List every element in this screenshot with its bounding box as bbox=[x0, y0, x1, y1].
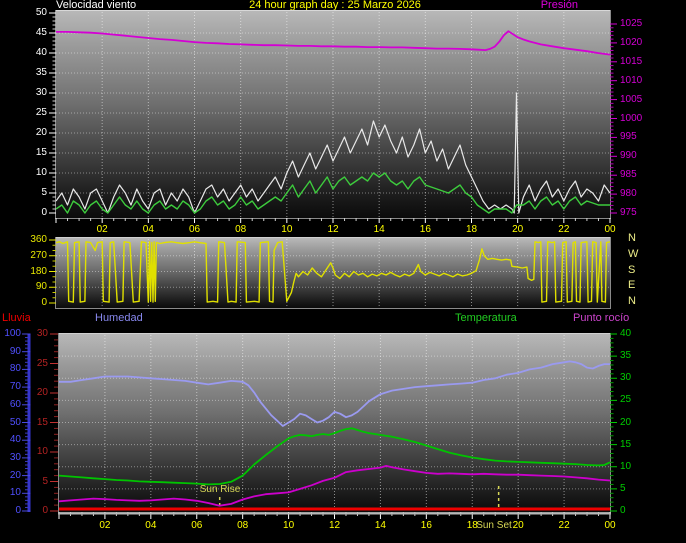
humidity-axis-tick-label: 20 bbox=[9, 469, 21, 481]
hour-axis-label: 20 bbox=[512, 520, 524, 531]
hour-axis-label: 12 bbox=[328, 520, 341, 531]
wind-axis-tick-label: 35 bbox=[35, 67, 47, 78]
pressure-axis-tick-label: 1010 bbox=[620, 74, 643, 86]
temperature-humidity-chart-svg bbox=[59, 335, 610, 511]
temperature-axis-tick-label: 0 bbox=[620, 505, 626, 516]
hour-axis-label: 22 bbox=[558, 520, 570, 531]
humidity-axis-tick-label: 70 bbox=[9, 381, 21, 393]
wind-axis-tick-label: 45 bbox=[35, 27, 47, 38]
temperature-axis-tick-label: 40 bbox=[620, 328, 632, 339]
temperature-axis-tick-label: 20 bbox=[620, 416, 632, 428]
wind-axis-tick-label: 30 bbox=[35, 87, 47, 98]
pressure-axis-tick-label: 975 bbox=[620, 207, 637, 218]
hour-axis-label: 18 bbox=[466, 520, 478, 531]
direction-axis-tick-label: 180 bbox=[30, 265, 47, 277]
pressure-axis-tick-label: 1020 bbox=[620, 36, 643, 48]
hour-axis-label: 12 bbox=[327, 224, 339, 235]
wind-axis-tick-label: 20 bbox=[35, 127, 47, 138]
hour-axis-label: 02 bbox=[96, 224, 108, 235]
compass-label: N bbox=[628, 295, 636, 307]
wind-axis-tick-label: 50 bbox=[35, 7, 47, 18]
hour-axis-label: 20 bbox=[512, 224, 524, 235]
pressure-axis-tick-label: 1005 bbox=[620, 93, 643, 105]
temperature-axis-tick-label: 30 bbox=[620, 372, 632, 384]
compass-label: E bbox=[628, 279, 636, 292]
wind-speed-title: Velocidad viento bbox=[56, 0, 137, 11]
hour-axis-label: 16 bbox=[419, 224, 431, 235]
temperature-axis-tick-label: 15 bbox=[620, 438, 632, 450]
hour-axis-label: 06 bbox=[188, 224, 201, 235]
humidity-axis-tick-label: 50 bbox=[9, 416, 21, 428]
hour-axis-label: 10 bbox=[283, 520, 295, 531]
humidity-axis-tick-label: 40 bbox=[9, 434, 21, 446]
direction-axis-tick-label: 90 bbox=[35, 281, 47, 293]
humidity-axis-tick-label: 10 bbox=[9, 487, 21, 499]
pressure-axis-tick-label: 1000 bbox=[620, 112, 643, 124]
wind-axis-tick-label: 10 bbox=[35, 167, 47, 178]
rain-axis-tick-label: 5 bbox=[42, 475, 48, 487]
hour-axis-label: 10 bbox=[281, 224, 293, 235]
wind-axis-tick-label: 15 bbox=[35, 147, 47, 158]
hour-axis-label: 22 bbox=[558, 224, 570, 235]
pressure-axis-title: Presión bbox=[540, 0, 578, 11]
wind-axis-tick-label: 40 bbox=[35, 47, 47, 58]
direction-axis-tick-label: 270 bbox=[30, 249, 47, 261]
compass-label: W bbox=[628, 247, 639, 260]
compass-label: S bbox=[628, 263, 636, 276]
compass-label: N bbox=[628, 232, 636, 244]
humidity-axis-title: Humedad bbox=[95, 312, 143, 324]
pressure-axis-tick-label: 1015 bbox=[620, 55, 643, 67]
temperature-axis-tick-label: 35 bbox=[620, 350, 632, 362]
graph-title: 24 hour graph day : 25 Marzo 2026 bbox=[249, 0, 421, 11]
rain-axis-title: Lluvia bbox=[2, 312, 31, 324]
direction-axis-tick-label: 0 bbox=[41, 297, 47, 308]
humidity-axis-tick-label: 30 bbox=[9, 451, 21, 463]
hour-axis-label: 08 bbox=[237, 520, 249, 531]
wind-axis-tick-label: 5 bbox=[41, 187, 47, 198]
humidity-axis-tick-label: 80 bbox=[9, 363, 21, 375]
hour-axis-label: 14 bbox=[374, 520, 386, 531]
hour-axis-label: 00 bbox=[604, 520, 616, 531]
wind-speed-pressure-panel bbox=[55, 10, 611, 219]
hour-axis-label: 16 bbox=[420, 520, 432, 531]
sunset-annotation: Sun Set bbox=[476, 520, 512, 531]
pressure-axis-tick-label: 1025 bbox=[620, 18, 643, 29]
pressure-axis-tick-label: 990 bbox=[620, 150, 637, 162]
hour-axis-label: 04 bbox=[142, 224, 154, 235]
hour-axis-label: 04 bbox=[145, 520, 157, 531]
rain-axis-tick-label: 25 bbox=[36, 357, 48, 369]
pressure-axis-tick-label: 995 bbox=[620, 131, 637, 143]
hour-axis-label: 08 bbox=[235, 224, 247, 235]
hour-axis-label: 14 bbox=[373, 224, 385, 235]
rain-axis-tick-label: 0 bbox=[42, 505, 48, 516]
hour-axis-label: 00 bbox=[604, 224, 616, 235]
humidity-axis-tick-label: 90 bbox=[9, 345, 21, 357]
wind-axis-tick-label: 25 bbox=[35, 107, 47, 118]
humidity-axis-tick-label: 60 bbox=[9, 398, 21, 410]
temperature-humidity-panel bbox=[58, 333, 611, 513]
rain-axis-tick-label: 10 bbox=[36, 446, 48, 457]
pressure-axis-tick-label: 980 bbox=[620, 188, 637, 200]
dew-point-axis-title: Punto rocío bbox=[573, 312, 630, 324]
humidity-axis-tick-label: 100 bbox=[4, 328, 21, 339]
hour-axis-label: 02 bbox=[99, 520, 111, 531]
hour-axis-label: 06 bbox=[191, 520, 203, 531]
pressure-axis-tick-label: 985 bbox=[620, 169, 637, 181]
direction-axis-tick-label: 360 bbox=[30, 234, 47, 245]
rain-axis-tick-label: 30 bbox=[36, 328, 48, 339]
temperature-axis-tick-label: 25 bbox=[620, 394, 632, 406]
hour-axis-label: 18 bbox=[465, 224, 478, 235]
wind-axis-tick-label: 0 bbox=[41, 207, 47, 218]
temperature-axis-tick-label: 10 bbox=[620, 460, 632, 472]
humidity-axis-tick-label: 0 bbox=[15, 505, 21, 516]
temperature-axis-tick-label: 5 bbox=[620, 482, 626, 494]
temperature-axis-title: Temperatura bbox=[455, 312, 517, 324]
rain-axis-tick-label: 20 bbox=[36, 387, 48, 398]
wind-direction-panel bbox=[55, 237, 611, 309]
sunrise-annotation: Sun Rise bbox=[199, 484, 241, 495]
rain-axis-tick-label: 15 bbox=[36, 416, 48, 428]
wind-direction-chart-svg bbox=[56, 239, 610, 307]
wind-chart-svg bbox=[56, 12, 610, 217]
